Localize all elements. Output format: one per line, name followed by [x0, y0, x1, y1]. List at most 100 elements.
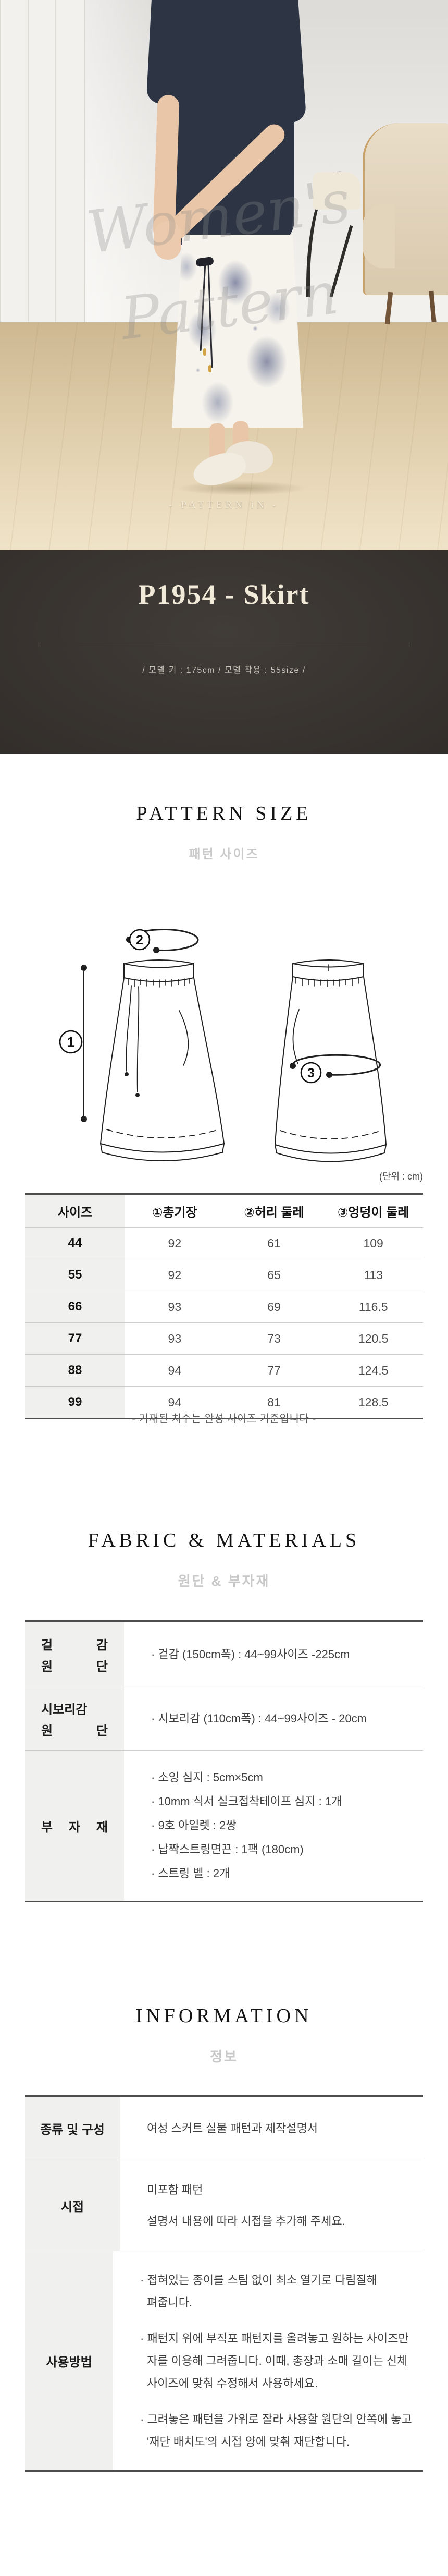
side-chair-seat — [313, 172, 360, 210]
cord-aglet — [203, 348, 206, 356]
armchair-arm — [363, 204, 395, 268]
title-band: P1954 - Skirt / 모델 키 : 175cm / 모델 착용 : 5… — [0, 550, 448, 754]
spec-row-label-line: 원 단 — [41, 1724, 108, 1738]
double-divider — [39, 643, 409, 646]
size-cell-value: 124.5 — [358, 1363, 389, 1377]
size-cell-value: 77 — [267, 1363, 281, 1377]
size-cell-label: 44 — [25, 1227, 125, 1259]
spec-row-content: · 시보리감 (110cm폭) : 44~99사이즈 - 20cm — [124, 1687, 423, 1750]
size-table: 사이즈 ①총기장 ②허리 둘레 ③엉덩이 둘레 44 92 61 109 55 92 65 113 66… — [25, 1193, 423, 1419]
size-table-note: - 기재된 치수는 완성 사이즈 기준입니다 - — [132, 1413, 316, 1425]
spec-item: · 겉감 (150cm폭) : 44~99사이즈 -225cm — [151, 1647, 350, 1661]
spec-row-content: · 접혀있는 종이를 스팀 없이 최소 열기로 다림질해 펴줍니다. · 패턴지 … — [113, 2251, 423, 2470]
model-sleeve-left — [146, 0, 194, 105]
size-cell-label: 77 — [25, 1322, 125, 1355]
spec-item: · 패턴지 위에 부직포 패턴지를 올려놓고 원하는 사이즈만 자를 이용해 그… — [140, 2331, 409, 2390]
spec-row-label: 종류 및 구성 — [25, 2097, 120, 2160]
size-cell-value: 61 — [267, 1236, 281, 1250]
cord-aglet — [208, 365, 211, 372]
spec-item: · 접혀있는 종이를 스팀 없이 최소 열기로 다림질해 펴줍니다. — [140, 2273, 377, 2309]
size-column-header: ①총기장 — [152, 1205, 197, 1220]
pattern-in-badge: - PATTERN iN - — [169, 500, 279, 511]
spec-row: 종류 및 구성 여성 스커트 실물 패턴과 제작설명서 — [25, 2097, 423, 2160]
model-info: / 모델 키 : 175cm / 모델 착용 : 55size / — [142, 666, 306, 675]
spec-item: · 9호 아일렛 : 2쌍 — [151, 1819, 237, 1832]
spec-item: · 시보리감 (110cm폭) : 44~99사이즈 - 20cm — [151, 1712, 367, 1725]
spec-row-content: 여성 스커트 실물 패턴과 제작설명서 — [120, 2097, 423, 2160]
pattern-size-subtitle: 패턴 사이즈 — [189, 847, 259, 861]
size-column-header: ③엉덩이 둘레 — [337, 1205, 409, 1220]
floral-skirt — [172, 235, 303, 428]
size-header-row: 사이즈 ①총기장 ②허리 둘레 ③엉덩이 둘레 — [25, 1194, 423, 1228]
spec-row: 사용방법 · 접혀있는 종이를 스팀 없이 최소 열기로 다림질해 펴줍니다. · … — [25, 2251, 423, 2470]
spec-item: · 스트링 벨 : 2개 — [151, 1867, 230, 1880]
information-title: INFORMATION — [135, 2005, 313, 2027]
marker-2: 2 — [136, 933, 143, 947]
floor-shadow — [176, 481, 307, 495]
information-subtitle: 정보 — [210, 2049, 238, 2064]
size-cell-value: 94 — [168, 1395, 182, 1409]
model-sleeve-right — [255, 0, 307, 125]
spec-item: · 10mm 식서 실크접착테이프 심지 : 1개 — [151, 1795, 342, 1808]
size-cell-value: 92 — [168, 1236, 182, 1250]
spec-row-label-line: 시접 — [60, 2200, 84, 2214]
spec-row-label: 사용방법 — [25, 2251, 113, 2470]
size-row: 44 92 61 109 — [25, 1227, 423, 1259]
spec-row-label-line: 종류 및 구성 — [40, 2123, 105, 2137]
size-column-header: 사이즈 — [25, 1194, 125, 1228]
size-cell-value: 93 — [168, 1331, 182, 1345]
product-title: P1954 - Skirt — [138, 579, 310, 610]
spec-row-label: 부 자 재 — [25, 1751, 124, 1901]
size-cell-label: 66 — [25, 1291, 125, 1323]
size-column-header: ②허리 둘레 — [244, 1205, 304, 1220]
size-cell-value: 128.5 — [358, 1395, 389, 1409]
spec-row-content: · 겉감 (150cm폭) : 44~99사이즈 -225cm — [124, 1622, 423, 1687]
marker-1: 1 — [67, 1034, 74, 1050]
size-cell-value: 120.5 — [358, 1331, 389, 1345]
spec-item: · 그려놓은 패턴을 가위로 잘라 사용할 원단의 안쪽에 놓고 '재단 배치도… — [140, 2412, 412, 2448]
wardrobe-door — [0, 0, 85, 338]
spec-item: · 납짝스트링면끈 : 1팩 (180cm) — [151, 1843, 304, 1856]
model-hand — [154, 221, 181, 260]
unit-note: (단위 : cm) — [379, 1171, 423, 1182]
size-cell-value: 94 — [168, 1363, 182, 1377]
spec-row: 부 자 재 · 소잉 심지 : 5cm×5cm · 10mm 식서 실크접착테이프 … — [25, 1751, 423, 1901]
fabric-title: FABRIC & MATERIALS — [88, 1529, 360, 1551]
spec-item: 미포함 패턴 — [147, 2183, 203, 2196]
spec-row-content: · 소잉 심지 : 5cm×5cm · 10mm 식서 실크접착테이프 심지 : … — [124, 1751, 423, 1901]
size-cell-label: 99 — [25, 1386, 125, 1419]
size-row: 66 93 69 116.5 — [25, 1291, 423, 1323]
size-cell-value: 93 — [168, 1299, 182, 1314]
size-cell-label: 88 — [25, 1354, 125, 1387]
spec-row-label-line: 시보리감 — [41, 1703, 88, 1717]
spec-item: 설명서 내용에 따라 시접을 추가해 주세요. — [147, 2214, 345, 2228]
hero-photo: Women's Pattern - PATTERN iN - — [0, 0, 448, 550]
spec-row-label-line: 겉 감 — [41, 1638, 108, 1652]
size-cell-value: 73 — [267, 1331, 281, 1345]
size-row: 77 93 73 120.5 — [25, 1322, 423, 1355]
size-row: 55 92 65 113 — [25, 1259, 423, 1291]
size-row: 99 94 81 128.5 — [25, 1386, 423, 1419]
size-cell-value: 113 — [364, 1268, 383, 1282]
spec-row-label: 시접 — [25, 2160, 120, 2251]
fabric-subtitle: 원단 & 부자재 — [178, 1573, 270, 1589]
spec-row-label-line: 원 단 — [41, 1659, 108, 1674]
size-cell-value: 69 — [267, 1299, 281, 1314]
size-cell-value: 116.5 — [358, 1299, 388, 1314]
size-cell-label: 55 — [25, 1259, 125, 1291]
size-row: 88 94 77 124.5 — [25, 1354, 423, 1387]
spec-row-label-line: 부 자 재 — [41, 1820, 108, 1834]
size-cell-value: 81 — [267, 1395, 281, 1409]
size-cell-value: 65 — [267, 1268, 281, 1282]
spec-row-label-line: 사용방법 — [46, 2355, 92, 2370]
size-cell-value: 109 — [363, 1236, 383, 1250]
